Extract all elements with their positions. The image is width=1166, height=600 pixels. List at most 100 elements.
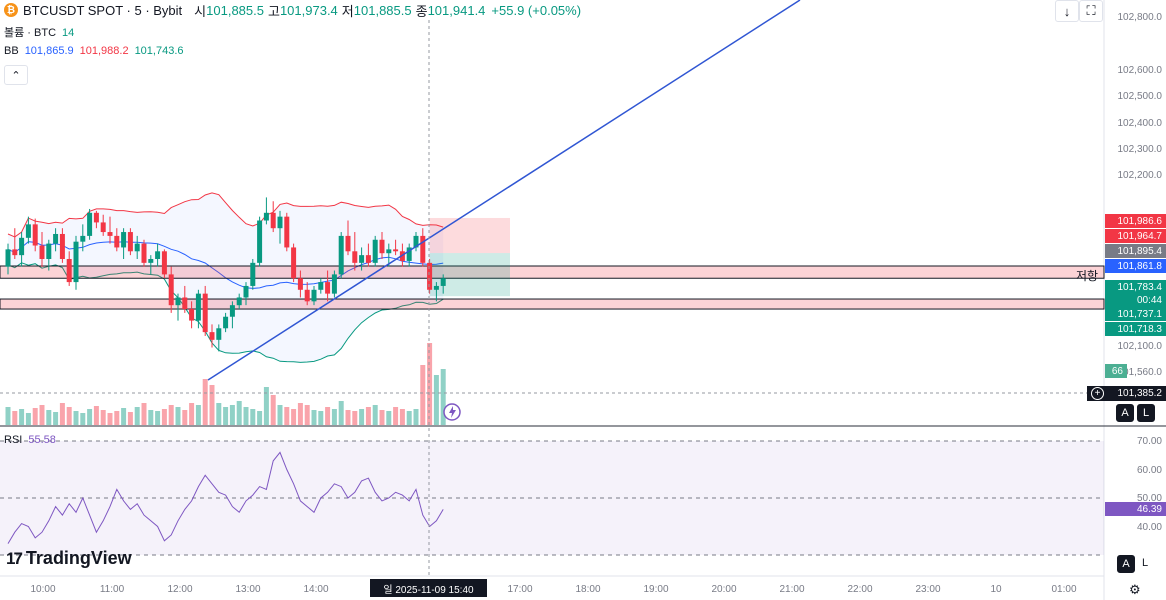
candle-body	[148, 258, 154, 263]
price-axis-label: 101,560.0	[1117, 367, 1163, 378]
candle-body	[433, 285, 439, 290]
candle	[270, 201, 276, 233]
close-label: 종	[415, 3, 428, 19]
volume-bar	[420, 365, 426, 425]
volume-bar	[121, 408, 127, 425]
volume-bar	[46, 410, 52, 425]
bb-basis-badge: 101,861.8	[1105, 259, 1166, 273]
candle	[209, 324, 215, 348]
candle-body	[66, 258, 72, 283]
symbol-title[interactable]: BTCUSDT SPOT · 5 · Bybit	[23, 2, 183, 18]
rsi-auto-scale-button[interactable]: A	[1117, 555, 1135, 573]
fullscreen-icon[interactable]: ⛶	[1079, 0, 1103, 22]
candle	[284, 212, 290, 252]
time-axis-label: 11:00	[99, 584, 125, 595]
tradingview-logo[interactable]: 17 TradingView	[6, 548, 132, 569]
settings-gear-icon[interactable]: ⚙	[1129, 582, 1141, 597]
crosshair-price-badge[interactable]: + 101,385.2	[1087, 386, 1166, 401]
price-axis-label: 102,400.0	[1117, 118, 1163, 129]
volume-bar	[114, 411, 120, 425]
volume-bar	[100, 410, 106, 425]
volume-bar	[189, 403, 195, 425]
candle-body	[229, 305, 235, 317]
candle	[372, 235, 378, 267]
bb-legend[interactable]: BB 101,865.9 101,988.2 101,743.6	[4, 45, 184, 57]
time-axis-label: 13:00	[235, 584, 261, 595]
candle	[73, 235, 79, 290]
candle-body	[393, 249, 399, 252]
candle-body	[318, 282, 324, 290]
high-value: 101,973.4	[279, 2, 338, 18]
candle-body	[53, 233, 59, 244]
candle	[155, 243, 161, 267]
candle	[263, 197, 269, 225]
volume-bar	[141, 403, 147, 425]
volume-bar	[80, 413, 86, 425]
candle-body	[141, 243, 147, 263]
candle-body	[93, 212, 99, 223]
candle	[386, 243, 392, 267]
candle-body	[73, 241, 79, 283]
candle	[413, 232, 419, 252]
candle	[365, 243, 371, 267]
candle	[427, 258, 433, 294]
candle	[32, 218, 38, 252]
time-axis-label: 20:00	[711, 584, 737, 595]
time-axis-label: 19:00	[643, 584, 669, 595]
candle	[66, 251, 72, 286]
position-target-area	[429, 217, 510, 254]
volume-bar	[216, 403, 222, 425]
candle-body	[284, 216, 290, 248]
candle	[352, 232, 358, 271]
candle-body	[80, 235, 86, 242]
volume-bar	[168, 405, 174, 425]
rsi-legend[interactable]: RSI 55.58	[4, 434, 56, 446]
volume-bar	[161, 409, 167, 425]
candle-body	[182, 297, 188, 310]
log-scale-button[interactable]: L	[1137, 404, 1155, 422]
volume-bar	[182, 410, 188, 425]
collapse-legend-icon[interactable]: ⌃	[4, 65, 28, 85]
candle	[19, 232, 25, 267]
volume-bar	[257, 411, 263, 425]
rsi-value: 55.58	[28, 434, 56, 446]
candle-body	[406, 247, 412, 261]
candle	[291, 243, 297, 283]
candle-body	[386, 249, 392, 254]
candle	[257, 216, 263, 267]
volume-bar	[297, 403, 303, 425]
add-alert-plus-icon[interactable]: +	[1091, 387, 1104, 400]
download-icon[interactable]: ↓	[1055, 0, 1079, 22]
candle-body	[195, 293, 201, 321]
candle	[393, 239, 399, 256]
candle	[25, 216, 31, 244]
candle	[168, 266, 174, 313]
dividends-icon[interactable]	[443, 403, 461, 421]
auto-scale-button[interactable]: A	[1116, 404, 1134, 422]
candle-body	[168, 274, 174, 306]
candle-body	[202, 293, 208, 333]
candle-body	[236, 297, 242, 306]
volume-legend[interactable]: 볼륨 · BTC 14	[4, 24, 74, 40]
volume-bar	[399, 409, 405, 425]
candle	[297, 270, 303, 298]
resistance-zone	[0, 265, 1105, 279]
rsi-log-scale-button[interactable]: L	[1137, 555, 1153, 571]
price-axis-label: 102,800.0	[1117, 12, 1163, 23]
volume-bar	[284, 407, 290, 425]
volume-bar	[39, 405, 45, 425]
candle	[134, 235, 140, 259]
rsi-axis-label: 40.00	[1136, 522, 1162, 533]
candle	[39, 232, 45, 267]
candle	[141, 239, 147, 267]
volume-bar	[223, 407, 229, 425]
volume-bar	[345, 410, 351, 425]
candle-body	[59, 233, 65, 259]
low-label: 저	[341, 3, 354, 19]
volume-bar	[331, 409, 337, 425]
volume-bar	[270, 395, 276, 425]
time-axis-label: 18:00	[575, 584, 601, 595]
volume-bar	[53, 412, 59, 425]
bb-lower-badge: 101,718.3	[1105, 322, 1166, 336]
